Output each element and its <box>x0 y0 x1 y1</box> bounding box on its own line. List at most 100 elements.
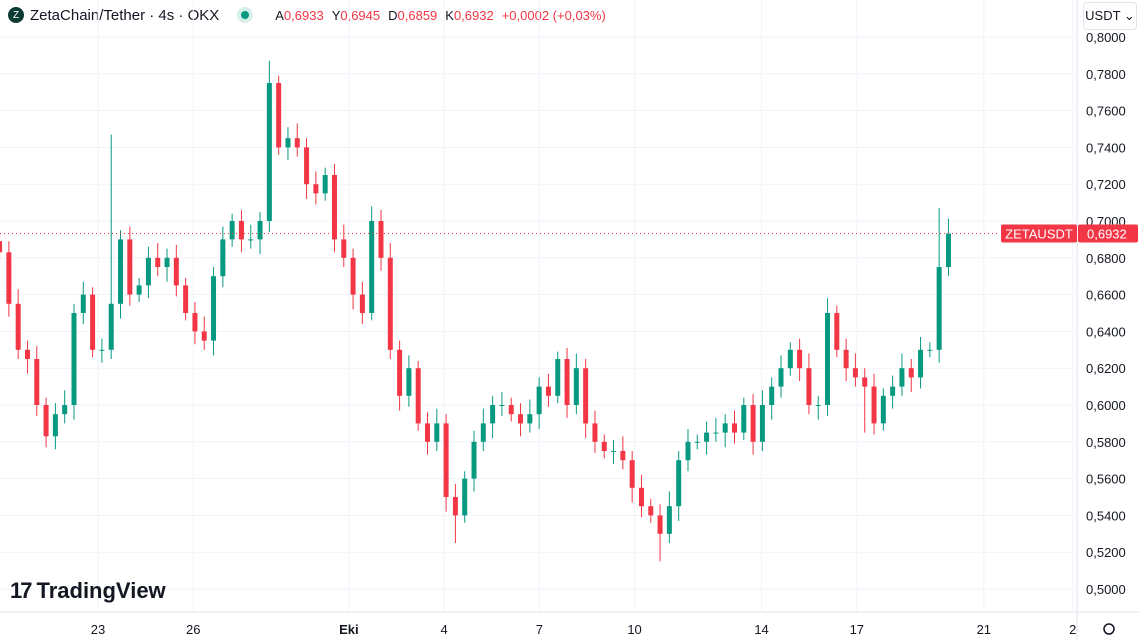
currency-select[interactable]: USDT ⌄ <box>1083 2 1137 30</box>
candle-body <box>601 441 607 451</box>
candle-body <box>480 423 486 442</box>
tradingview-brand: TradingView <box>36 578 166 603</box>
candle-body <box>387 257 393 350</box>
candle-body <box>899 368 905 387</box>
candle-body <box>611 451 617 452</box>
candle-body <box>471 441 477 479</box>
candle-body <box>573 368 579 405</box>
candle-body <box>452 497 458 516</box>
candle-body <box>34 359 40 405</box>
candle-body <box>666 506 672 534</box>
candle-body <box>852 368 858 378</box>
candle-body <box>685 441 691 461</box>
ohlc-close: K0,6932 <box>445 8 493 23</box>
candle-body <box>331 175 337 240</box>
symbol-title[interactable]: ZetaChain/Tether · 4s · OKX <box>30 6 220 24</box>
candle-body <box>499 405 505 406</box>
candle-body <box>843 349 849 369</box>
candle-body <box>90 294 96 350</box>
candle-body <box>313 184 319 194</box>
candle-body <box>52 414 58 437</box>
candle-body <box>527 414 533 424</box>
candle-body <box>0 241 3 253</box>
candle-body <box>890 386 896 396</box>
candle-body <box>415 368 421 424</box>
candle-body <box>508 405 514 415</box>
y-tick-label: 0,5000 <box>1086 582 1126 597</box>
x-tick-label: 14 <box>754 622 768 637</box>
candle-body <box>322 175 328 194</box>
y-tick-label: 0,5200 <box>1086 545 1126 560</box>
candle-body <box>825 313 831 405</box>
x-tick-label: Eki <box>339 622 359 637</box>
candle-body <box>294 138 300 148</box>
candle-body <box>43 405 49 437</box>
candle-body <box>769 386 775 405</box>
market-status-icon[interactable] <box>241 11 250 19</box>
price-change: +0,0002 (+0,03%) <box>501 7 606 23</box>
candle-body <box>462 478 468 516</box>
y-tick-label: 0,6600 <box>1086 288 1126 303</box>
low-value: 0,6859 <box>397 7 438 23</box>
y-tick-label: 0,6800 <box>1086 251 1126 266</box>
candle-body <box>15 303 21 350</box>
candle-body <box>276 83 282 148</box>
y-tick-label: 0,7200 <box>1086 177 1126 192</box>
tradingview-logo[interactable]: 17 TradingView <box>10 578 166 604</box>
x-tick-label: 2 <box>1069 622 1076 637</box>
candle-body <box>871 386 877 424</box>
x-tick-label: 21 <box>977 622 991 637</box>
candle-body <box>350 257 356 295</box>
candle-body <box>285 138 291 148</box>
candle-body <box>248 239 254 241</box>
symbol-tag <box>1001 224 1077 243</box>
candle-body <box>145 257 151 286</box>
last-price-label: 0,6932 <box>1087 227 1127 242</box>
candle-body <box>731 423 737 433</box>
candle-body <box>797 349 803 369</box>
y-tick-label: 0,6400 <box>1086 324 1126 339</box>
candle-body <box>787 349 793 369</box>
candle-body <box>238 221 244 240</box>
candle-body <box>118 239 124 304</box>
candle-body <box>750 405 756 442</box>
candle-body <box>434 423 440 442</box>
candle-body <box>918 349 924 378</box>
candle-body <box>443 423 449 497</box>
candle-body <box>778 368 784 387</box>
candle-body <box>908 368 914 378</box>
settings-gear-icon[interactable] <box>1103 623 1115 635</box>
candle-body <box>927 349 933 351</box>
y-tick-label: 0,5600 <box>1086 472 1126 487</box>
candle-body <box>545 386 551 396</box>
candle-body <box>815 405 821 406</box>
x-tick-label: 23 <box>91 622 105 637</box>
candle-body <box>657 515 663 534</box>
candle-body <box>629 460 635 488</box>
x-tick-label: 26 <box>186 622 200 637</box>
candle-body <box>694 441 700 443</box>
last-price-tag <box>1078 224 1138 243</box>
candle-body <box>397 349 403 396</box>
candle-body <box>359 294 365 313</box>
candle-body <box>164 257 170 267</box>
candle-body <box>369 221 375 313</box>
x-tick-label: 7 <box>536 622 543 637</box>
y-tick-label: 0,7600 <box>1086 104 1126 119</box>
high-label: Y <box>331 7 341 23</box>
candle-body <box>722 423 728 433</box>
candle-body <box>555 359 561 396</box>
candle-body <box>862 377 868 387</box>
x-tick-label: 4 <box>440 622 447 637</box>
candle-body <box>80 294 86 313</box>
x-tick-label: 10 <box>627 622 641 637</box>
candle-body <box>378 221 384 258</box>
candle-body <box>638 487 644 507</box>
zetachain-logo-icon: Z <box>8 7 24 23</box>
candle-body <box>341 239 347 258</box>
candle-body <box>648 506 654 516</box>
candle-body <box>880 395 886 424</box>
candle-body <box>71 313 77 405</box>
x-tick-label: 17 <box>850 622 864 637</box>
